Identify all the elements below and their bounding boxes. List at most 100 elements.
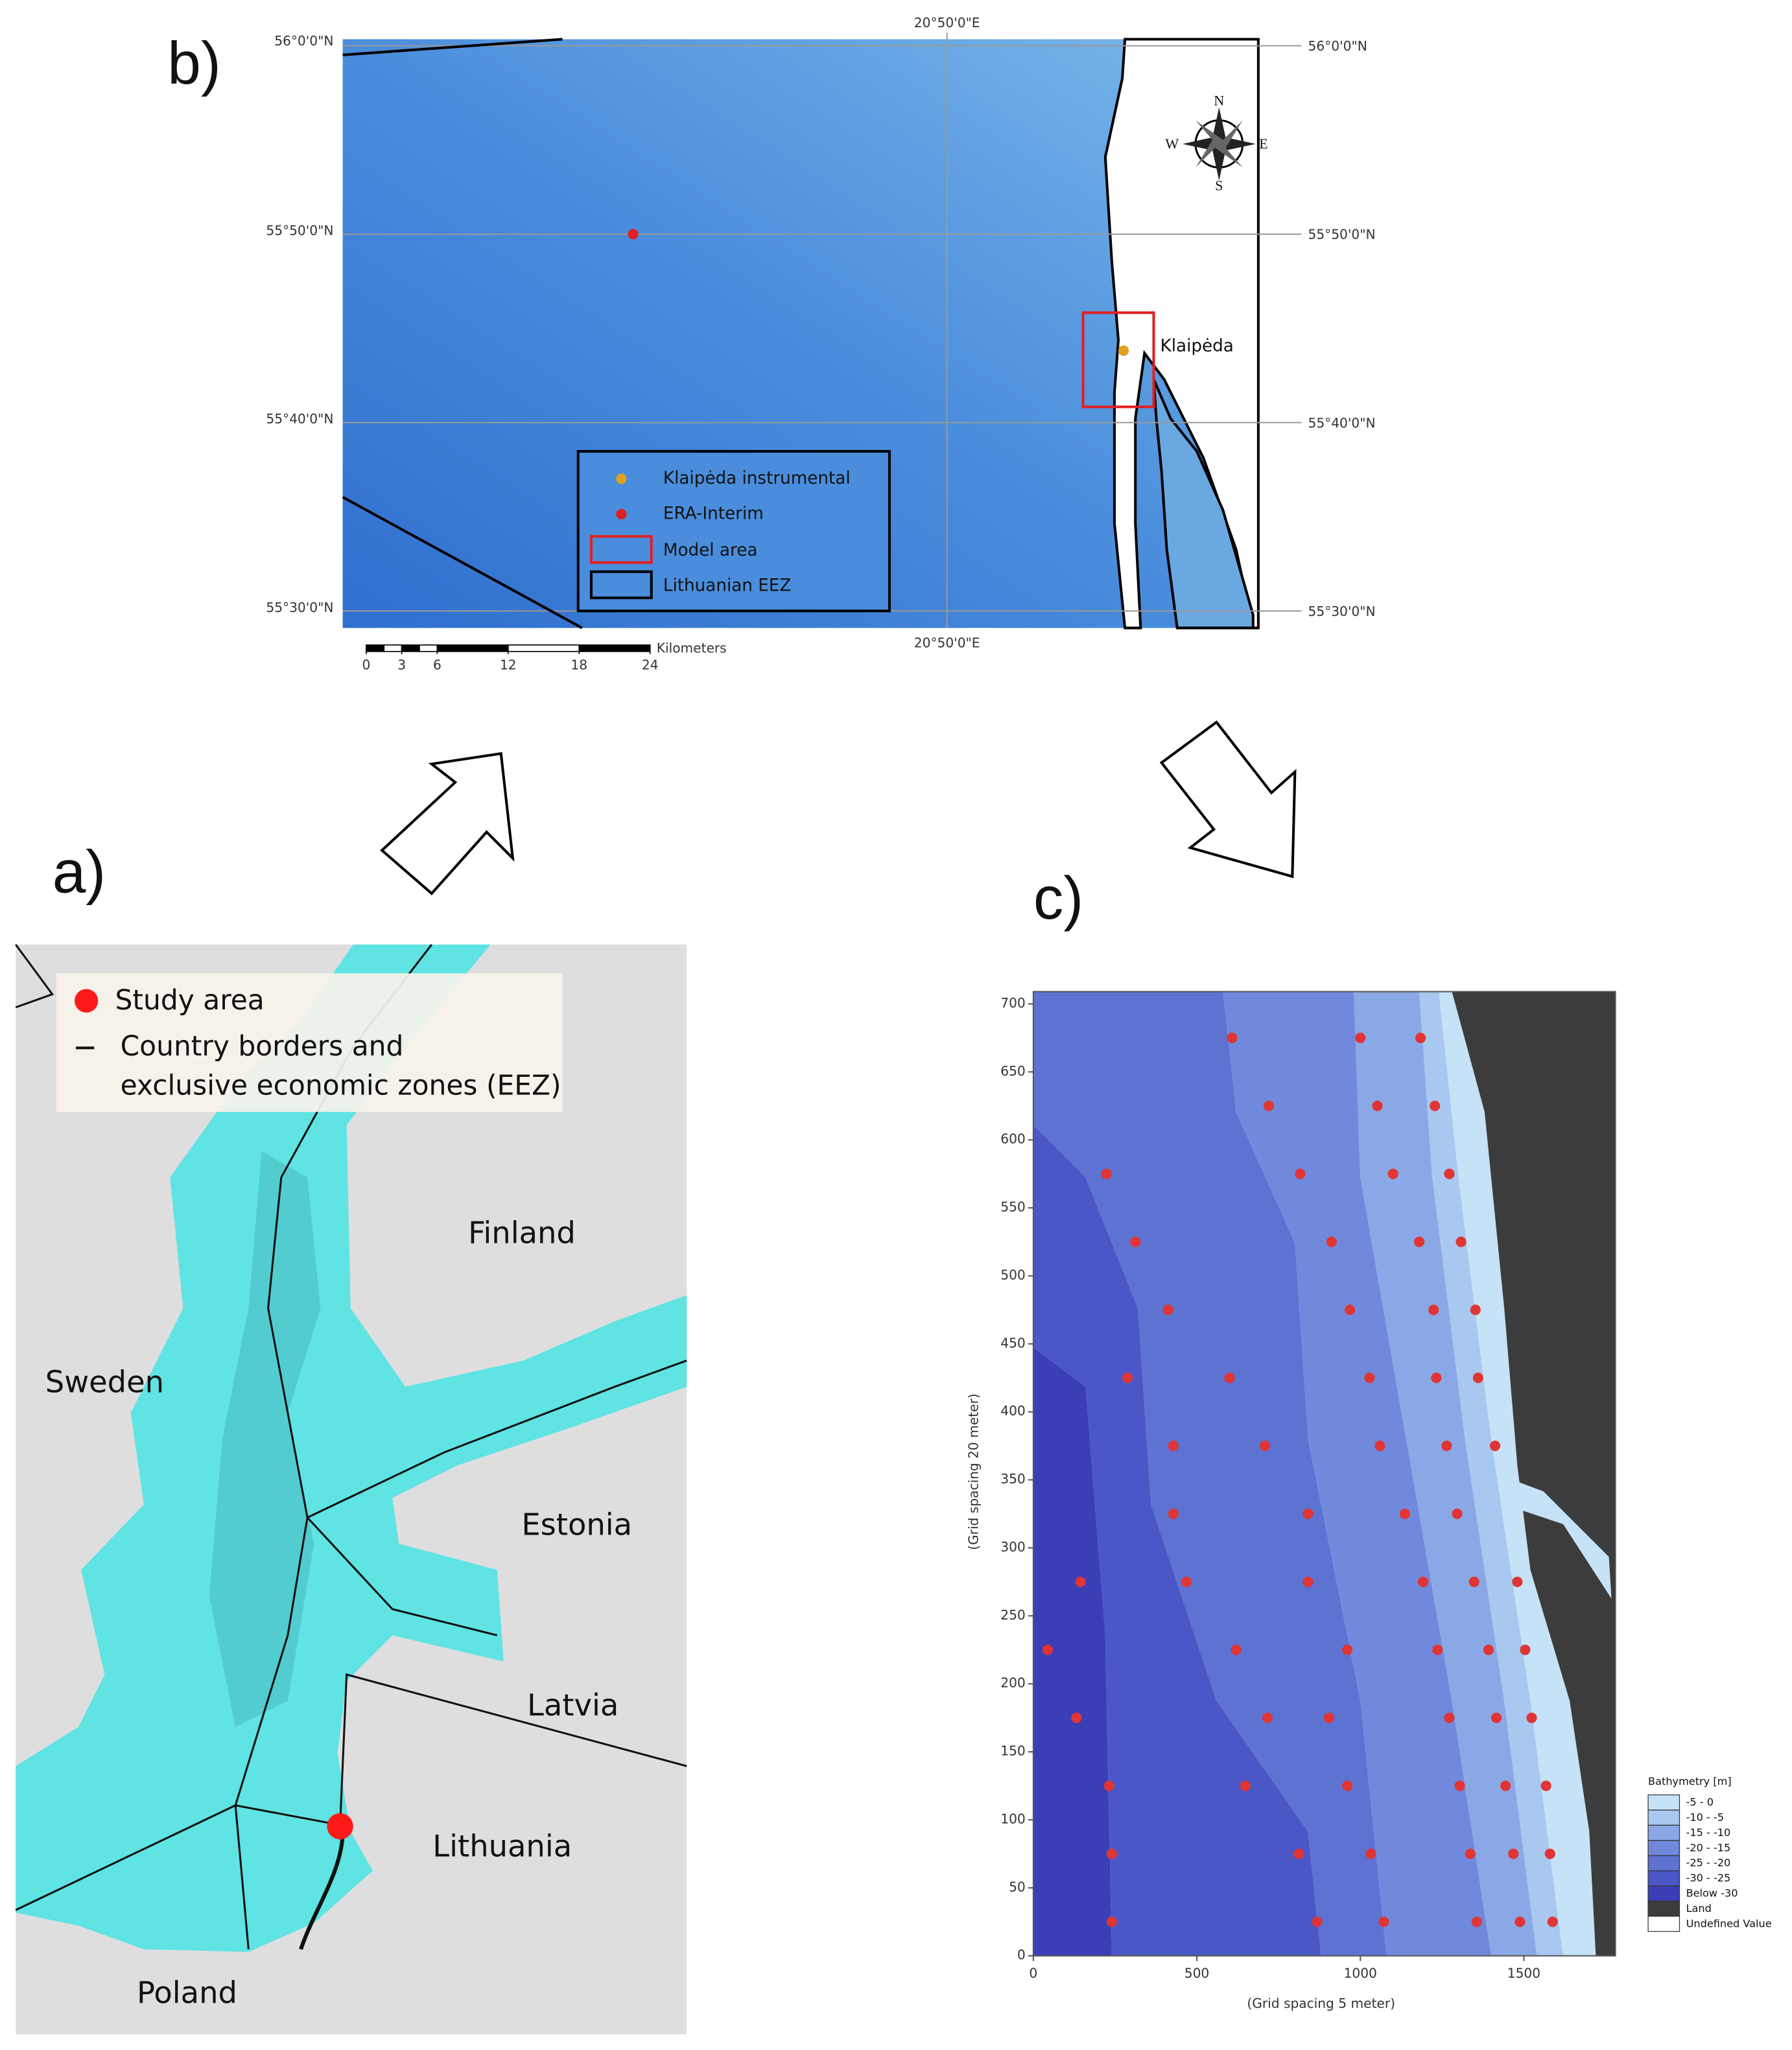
lat-label: 55°40'0"N (266, 411, 333, 427)
legend-label: exclusive economic zones (EEZ) (121, 1069, 561, 1101)
output-point (1312, 1916, 1323, 1927)
output-point (1122, 1373, 1133, 1384)
legend-b: Klaipėda instrumental ERA-Interim Model … (576, 450, 891, 613)
country-label: Lithuania (432, 1829, 572, 1864)
output-point (1483, 1644, 1494, 1655)
compass-e: E (1259, 135, 1268, 152)
legend-label: -5 - 0 (1686, 1796, 1714, 1808)
output-point (1227, 1032, 1238, 1043)
output-point (1168, 1508, 1179, 1520)
legend-label: Study area (115, 984, 265, 1016)
output-point (1103, 1780, 1114, 1791)
scale-segment (366, 644, 385, 652)
model-area (1081, 311, 1155, 408)
output-point (1512, 1576, 1523, 1587)
output-point (1323, 1712, 1334, 1723)
output-point (1181, 1576, 1192, 1587)
scale-bar: Kilometers 0 3 6 12 18 24 (362, 640, 726, 672)
y-tick-label: 150 (1000, 1743, 1025, 1759)
output-point (1365, 1848, 1376, 1859)
arrow (380, 751, 515, 896)
output-point (1106, 1848, 1117, 1859)
depth-band (1354, 991, 1537, 1956)
output-point (1341, 1780, 1353, 1791)
output-point (1526, 1712, 1537, 1723)
eez-line (342, 38, 563, 56)
output-point (1472, 1373, 1483, 1384)
depth-band (1439, 991, 1596, 1956)
legend-label: Land (1686, 1902, 1712, 1915)
plot-frame (1032, 991, 1616, 1957)
output-point (1240, 1780, 1251, 1791)
output-point (1471, 1916, 1482, 1927)
output-point (1130, 1236, 1141, 1247)
y-tick-label: 600 (1000, 1131, 1025, 1147)
output-point (1075, 1576, 1086, 1587)
output-point (1168, 1441, 1179, 1452)
output-point (1326, 1236, 1337, 1247)
legend-title: Bathymetry [m] (1648, 1775, 1732, 1787)
arrow (1159, 720, 1297, 878)
depth-band (1033, 991, 1387, 1956)
y-tick-label: 0 (1017, 1947, 1026, 1962)
legend-label: Lithuanian EEZ (663, 576, 791, 596)
scale-segment (401, 644, 420, 652)
legend-label: ERA-Interim (663, 504, 764, 524)
jetty (1502, 1476, 1612, 1599)
compass-w: W (1165, 135, 1179, 152)
panel-b: b) 20°50'0"E 20°50'0"E 56°0'0"N 55°50'0"… (167, 15, 1375, 673)
deep-water (209, 1151, 321, 1727)
output-point (1468, 1576, 1480, 1587)
panel-label: c) (1033, 864, 1083, 932)
scale-segment (436, 644, 509, 652)
output-point (1456, 1236, 1467, 1247)
y-tick-label: 450 (1000, 1335, 1025, 1350)
output-point (1500, 1780, 1511, 1791)
output-point (1515, 1916, 1526, 1927)
sea (16, 944, 687, 1952)
legend-swatch (1647, 1794, 1680, 1811)
lon-label: 20°50'0"E (914, 635, 980, 650)
depth-band (1033, 991, 1321, 1956)
bathymetry-bands (1033, 991, 1616, 1956)
output-point (1355, 1032, 1366, 1043)
y-tick-label: 100 (1000, 1811, 1025, 1826)
lon-label: 20°50'0"E (914, 15, 980, 30)
legend-label: -25 - -20 (1686, 1857, 1731, 1869)
panel-label: b) (167, 29, 221, 97)
country-label: Finland (468, 1215, 576, 1250)
depth-band (1452, 991, 1616, 1956)
output-point (1364, 1373, 1375, 1384)
output-point (1042, 1644, 1054, 1655)
depth-band (1419, 991, 1563, 1956)
compass-n: N (1214, 92, 1224, 108)
panel-c: c) (Grid spacing 5 meter) (Grid spacing … (966, 864, 1772, 2011)
country-label: Latvia (527, 1688, 619, 1723)
output-point (1465, 1848, 1476, 1859)
lat-label: 55°50'0"N (1308, 227, 1376, 242)
compass-s: S (1215, 178, 1223, 194)
output-point (1378, 1916, 1389, 1927)
eez-line (342, 496, 583, 630)
y-tick-label: 250 (1000, 1607, 1025, 1623)
legend-swatch (1647, 1855, 1680, 1872)
lat-label: 56°0'0"N (1308, 38, 1367, 54)
output-point (1295, 1168, 1306, 1179)
scale-segment (578, 644, 651, 652)
legend-label: -30 - -25 (1686, 1872, 1731, 1884)
output-point (1491, 1712, 1502, 1723)
y-tick-label: 500 (1000, 1267, 1025, 1282)
output-point (1417, 1576, 1429, 1587)
output-point (1415, 1032, 1426, 1043)
lat-label: 55°30'0"N (1308, 604, 1376, 619)
output-point (1341, 1644, 1353, 1655)
output-point (1432, 1644, 1443, 1655)
coast (299, 1832, 345, 1950)
study-area (327, 1813, 353, 1840)
scale-label: 6 (433, 657, 442, 673)
legend-label: -20 - -15 (1686, 1841, 1731, 1854)
scale-label: 12 (500, 657, 517, 673)
output-point (1387, 1168, 1398, 1179)
y-tick-label: 350 (1000, 1471, 1025, 1487)
